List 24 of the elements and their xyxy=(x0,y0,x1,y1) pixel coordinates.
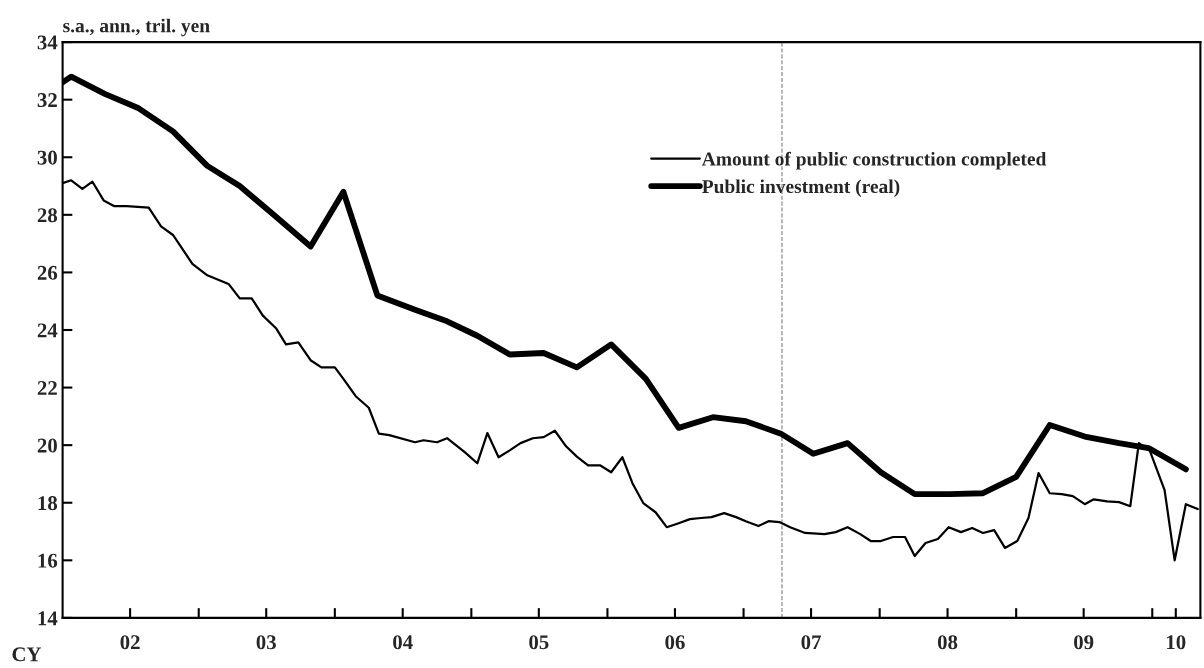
x-tick-label: 08 xyxy=(937,635,958,650)
y-tick-label: 30 xyxy=(37,150,57,165)
x-tick-label: 04 xyxy=(393,635,413,650)
x-tick-label: 10 xyxy=(1167,635,1186,650)
x-tick-label: 02 xyxy=(120,635,140,650)
legend-label: Public investment (real) xyxy=(702,179,900,198)
x-tick-label: 09 xyxy=(1074,635,1094,650)
y-tick-label: 18 xyxy=(38,496,58,511)
legend-label: Amount of public construction completed xyxy=(701,151,1047,170)
y-axis-title: s.a., ann., tril. yen xyxy=(63,18,210,37)
y-tick-label: 22 xyxy=(37,381,57,395)
y-tick-label: 14 xyxy=(38,611,58,626)
y-tick-label: 32 xyxy=(37,93,57,108)
text: CY xyxy=(12,647,42,662)
y-tick-label: 28 xyxy=(37,208,58,223)
x-tick-label: 05 xyxy=(529,635,549,650)
y-tick-label: 26 xyxy=(37,265,58,280)
x-tick-label: 07 xyxy=(801,635,821,650)
y-tick-label: 20 xyxy=(37,438,57,453)
y-tick-label: 16 xyxy=(38,553,58,568)
x-tick-label: 03 xyxy=(256,635,276,650)
x-tick-label: 06 xyxy=(665,635,685,650)
y-tick-label: 34 xyxy=(37,35,58,50)
y-tick-label: 24 xyxy=(37,323,58,338)
